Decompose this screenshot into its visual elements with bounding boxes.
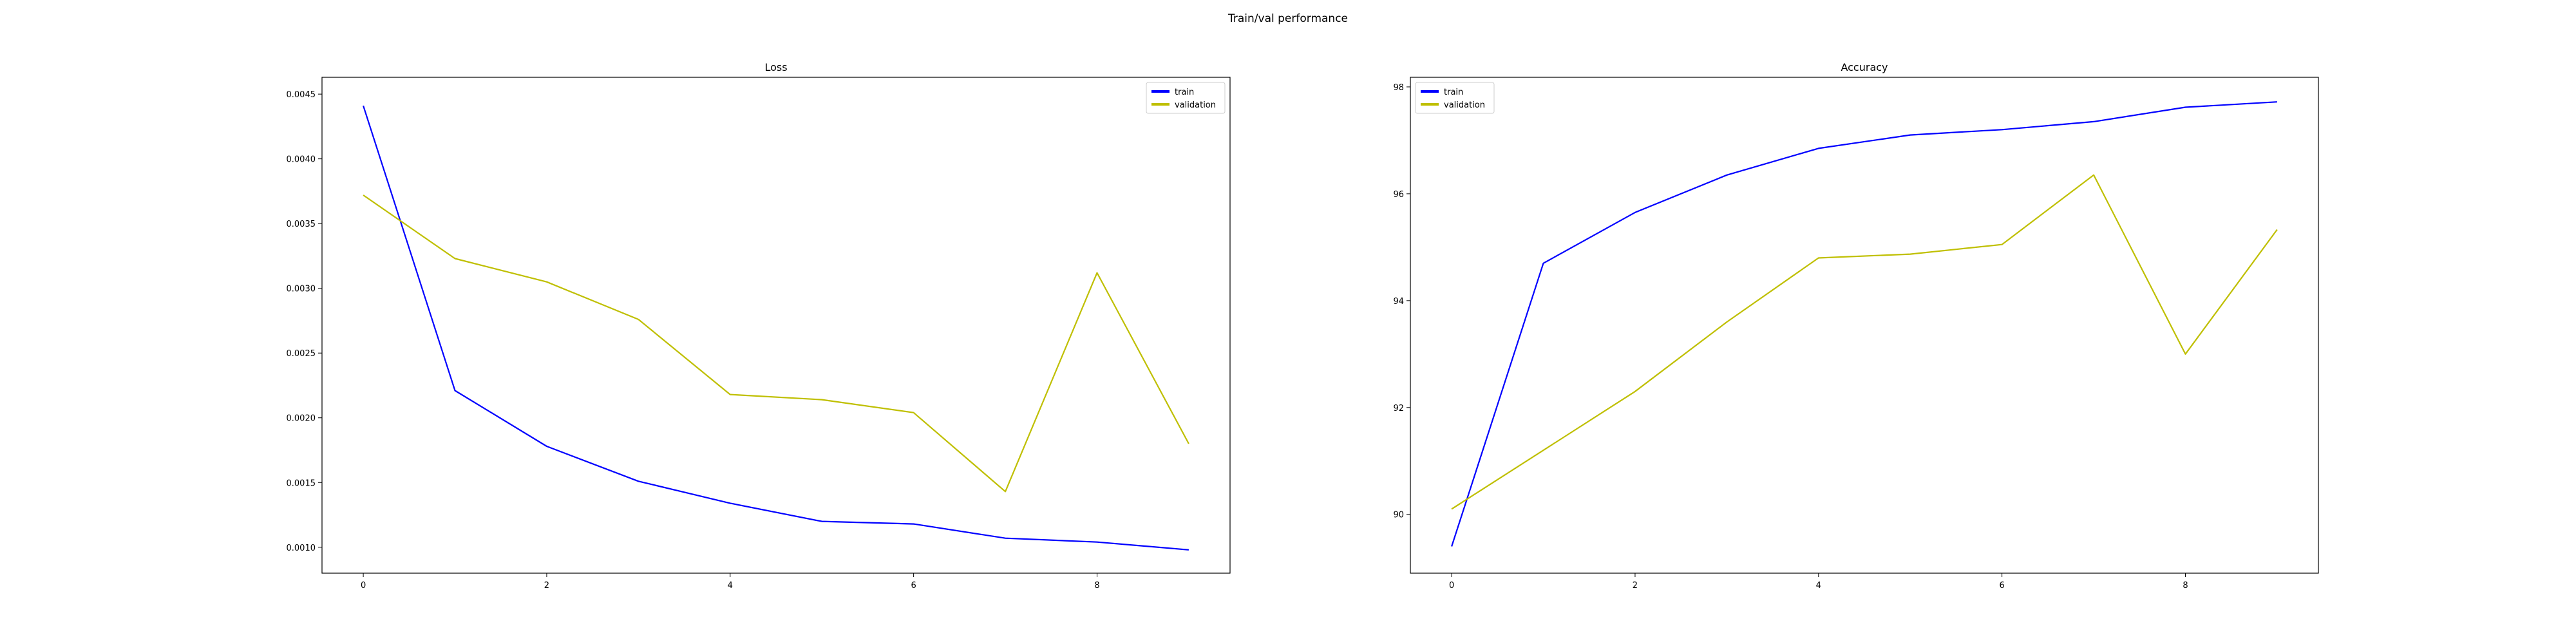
loss-ytick-label: 0.0025	[287, 349, 316, 359]
loss-xtick-label: 4	[728, 581, 733, 591]
loss-chart: Loss 0 2 4 6 8 0.0010 0.0015 0.0020 0.0025 0.0030 0…	[287, 61, 1231, 591]
accuracy-xtick-label: 6	[1999, 581, 2004, 591]
accuracy-legend-validation-label: validation	[1444, 100, 1485, 110]
accuracy-ytick-label: 92	[1393, 404, 1404, 413]
accuracy-title: Accuracy	[1841, 61, 1888, 73]
loss-ytick-label: 0.0015	[287, 478, 316, 488]
loss-legend: train validation	[1146, 82, 1226, 114]
accuracy-validation-line	[1451, 174, 2278, 510]
loss-xtick-label: 0	[361, 581, 366, 591]
accuracy-ytick-label: 94	[1393, 297, 1404, 307]
figure-title: Train/val performance	[1227, 12, 1348, 25]
accuracy-xtick-label: 0	[1449, 581, 1454, 591]
loss-legend-train-label: train	[1175, 88, 1194, 97]
loss-ytick-label: 0.0030	[287, 285, 316, 294]
loss-ytick-label: 0.0010	[287, 544, 316, 553]
accuracy-legend: train validation	[1415, 82, 1495, 114]
loss-ytick-label: 0.0045	[287, 90, 316, 100]
loss-validation-line	[363, 194, 1189, 493]
accuracy-legend-train-label: train	[1444, 88, 1463, 97]
loss-ytick-label: 0.0040	[287, 155, 316, 165]
loss-xtick-label: 2	[544, 581, 549, 591]
loss-legend-validation-label: validation	[1175, 100, 1216, 110]
accuracy-xtick-label: 4	[1816, 581, 1821, 591]
accuracy-chart: Accuracy 0 2 4 6 8 90 92 94 96 98 train validation	[1393, 61, 2319, 591]
accuracy-ytick-label: 98	[1393, 83, 1404, 93]
loss-xtick-label: 6	[911, 581, 916, 591]
accuracy-train-line	[1451, 101, 2277, 547]
accuracy-xtick-label: 8	[2183, 581, 2188, 591]
accuracy-axes-frame	[1410, 77, 2319, 574]
accuracy-xtick-label: 2	[1633, 581, 1638, 591]
loss-train-line	[363, 105, 1189, 551]
loss-xtick-label: 8	[1094, 581, 1099, 591]
accuracy-ytick-label: 90	[1393, 511, 1404, 520]
loss-ytick-label: 0.0035	[287, 220, 316, 229]
loss-ytick-label: 0.0020	[287, 414, 316, 424]
loss-title: Loss	[764, 61, 787, 73]
accuracy-ytick-label: 96	[1393, 190, 1404, 200]
loss-axes-frame	[321, 77, 1231, 574]
